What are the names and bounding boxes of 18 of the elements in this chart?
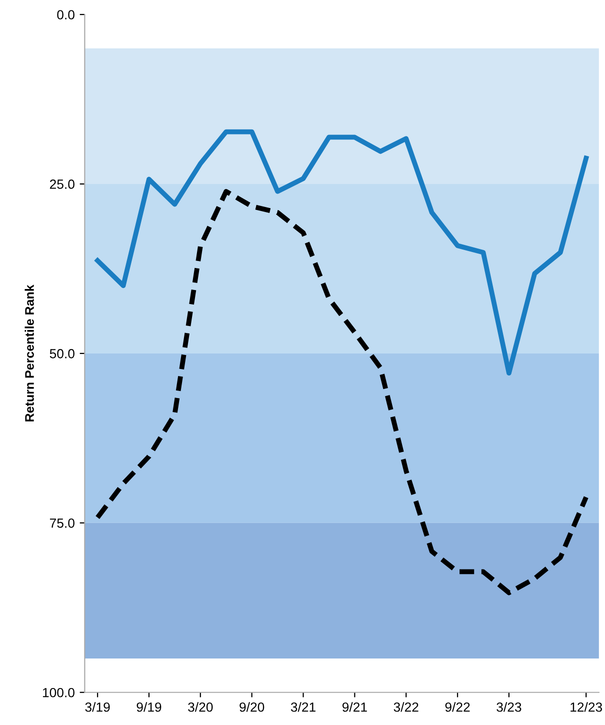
y-axis-title: Return Percentile Rank xyxy=(24,284,34,422)
y-tick-label: 50.0 xyxy=(50,349,74,358)
x-tick-label: 3/21 xyxy=(290,702,316,712)
x-tick-label: 3/23 xyxy=(496,702,522,712)
x-tick-label: 9/20 xyxy=(240,702,264,712)
x-tick-label: 9/21 xyxy=(342,702,367,712)
x-tick-label: 3/19 xyxy=(85,702,110,712)
y-tick-label: 75.0 xyxy=(50,518,74,528)
line-series xyxy=(95,129,589,376)
y-tick-label: 25.0 xyxy=(50,180,74,189)
y-tick-label: 100.0 xyxy=(42,688,74,698)
x-tick-label: 9/19 xyxy=(136,702,162,712)
x-tick-label: 3/20 xyxy=(188,702,213,712)
line-series xyxy=(95,188,589,596)
y-tick-label: 0.0 xyxy=(57,10,74,20)
x-tick-label: 3/22 xyxy=(394,702,418,712)
x-tick-label: 12/23 xyxy=(570,702,602,712)
x-tick-label: 9/22 xyxy=(445,702,470,712)
